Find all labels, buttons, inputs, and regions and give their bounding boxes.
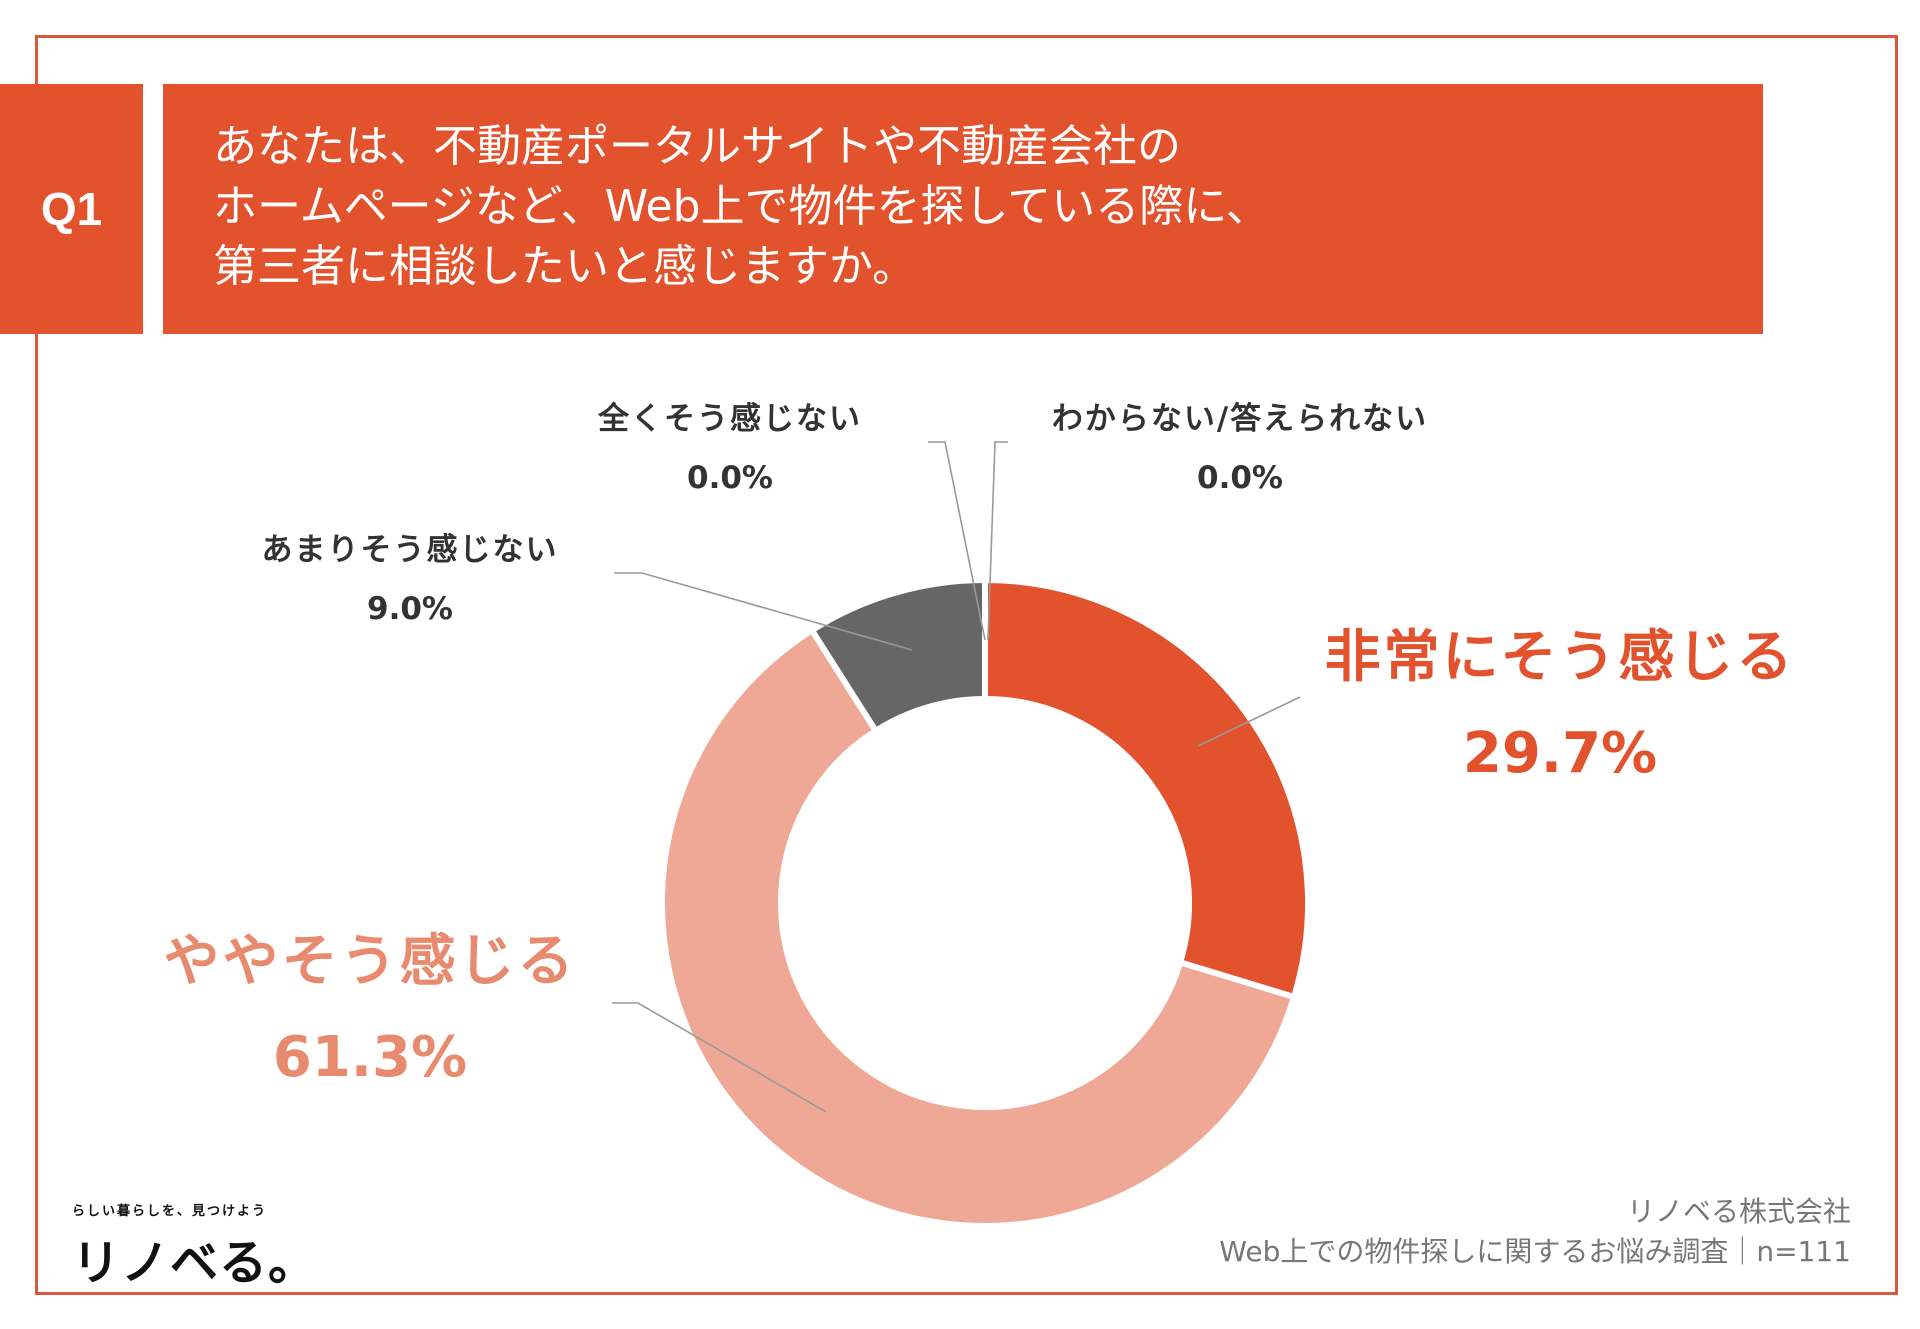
question-line-3: 第三者に相談したいと感じますか。 bbox=[213, 241, 917, 292]
leader-somewhat bbox=[612, 1002, 827, 1113]
label-not-much-name: あまりそう感じない bbox=[261, 532, 559, 568]
leader-very-much bbox=[1197, 696, 1301, 747]
question-line-1: あなたは、不動産ポータルサイトや不動産会社の bbox=[213, 121, 1181, 172]
label-somewhat: ややそう感じる 61.3% bbox=[130, 916, 610, 1090]
question-line-2: ホームページなど、Web上で物件を探している際に、 bbox=[213, 181, 1270, 232]
label-very-much: 非常にそう感じる 29.7% bbox=[1290, 612, 1830, 786]
renoveru-logo: らしい暮らしを、見つけよう リノベる。 bbox=[72, 1200, 317, 1293]
donut-slice-not-much bbox=[807, 576, 988, 735]
label-not-at-all-name: 全くそう感じない bbox=[598, 401, 862, 437]
label-not-at-all-value: 0.0% bbox=[687, 460, 773, 496]
label-dont-know-name: わからない/答えられない bbox=[1051, 401, 1429, 437]
donut-slice-somewhat bbox=[659, 626, 1298, 1229]
question-number-badge: Q1 bbox=[0, 84, 143, 334]
label-not-much-value: 9.0% bbox=[367, 591, 453, 627]
logo-name: リノベる。 bbox=[72, 1235, 318, 1291]
label-dont-know: わからない/答えられない 0.0% bbox=[1020, 393, 1460, 496]
label-very-much-name: 非常にそう感じる bbox=[1324, 625, 1796, 690]
donut-slice-very-much bbox=[982, 576, 1311, 1001]
source-survey: Web上での物件探しに関するお悩み調査｜n=111 bbox=[1219, 1235, 1851, 1268]
leader-not-at-all bbox=[928, 441, 986, 641]
label-somewhat-value: 61.3% bbox=[272, 1025, 468, 1090]
source-company: リノベる株式会社 bbox=[1626, 1195, 1851, 1228]
label-not-much: あまりそう感じない 9.0% bbox=[220, 524, 600, 627]
leader-dont-know bbox=[987, 441, 1008, 641]
question-number: Q1 bbox=[40, 183, 103, 235]
question-box: あなたは、不動産ポータルサイトや不動産会社の ホームページなど、Web上で物件を… bbox=[163, 84, 1763, 334]
label-dont-know-value: 0.0% bbox=[1197, 460, 1283, 496]
label-very-much-value: 29.7% bbox=[1462, 721, 1658, 786]
label-somewhat-name: ややそう感じる bbox=[163, 929, 577, 994]
source-note: リノベる株式会社 Web上での物件探しに関するお悩み調査｜n=111 bbox=[1219, 1192, 1851, 1272]
leader-not-much bbox=[614, 572, 913, 651]
slide-frame bbox=[35, 35, 1898, 1295]
logo-tagline: らしい暮らしを、見つけよう bbox=[72, 1204, 268, 1219]
label-not-at-all: 全くそう感じない 0.0% bbox=[560, 393, 900, 496]
